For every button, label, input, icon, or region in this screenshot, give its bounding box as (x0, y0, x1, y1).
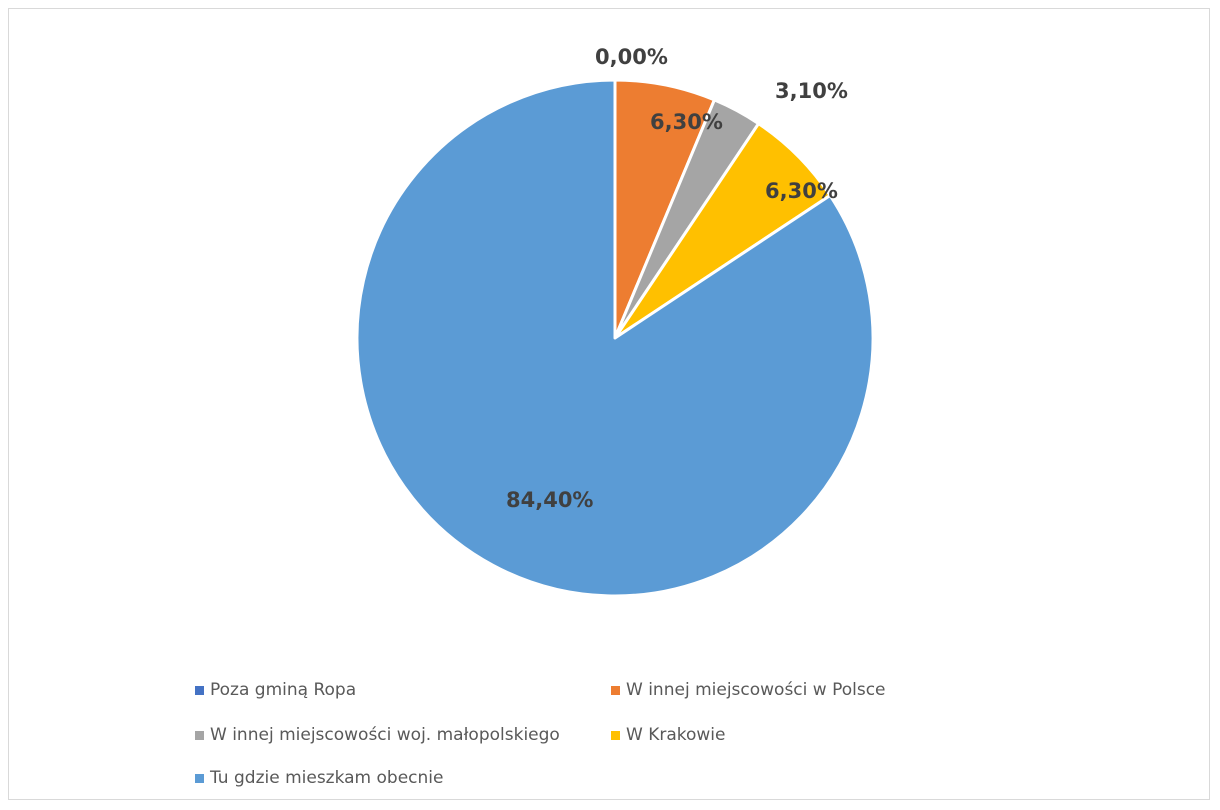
legend-swatch (195, 773, 204, 783)
legend-swatch (611, 685, 620, 695)
slice-data-label-4: 84,40% (506, 488, 593, 512)
pie-data-labels: 0,00% 6,30% 3,10% 6,30% 84,40% (506, 45, 848, 512)
legend-item-poza-gmina-ropa: Poza gminą Ropa (195, 678, 356, 702)
pie-slice-4 (355, 78, 875, 598)
slice-data-label-3: 6,30% (765, 179, 838, 203)
slice-data-label-0: 0,00% (595, 45, 668, 69)
pie-slices (355, 78, 875, 598)
legend-label: W innej miejscowości w Polsce (626, 680, 886, 700)
legend-item-tu-gdzie-mieszkam-obecnie: Tu gdzie mieszkam obecnie (195, 766, 443, 790)
slice-data-label-1: 6,30% (650, 110, 723, 134)
pie-chart: 0,00% 6,30% 3,10% 6,30% 84,40% (355, 45, 875, 598)
legend-item-w-krakowie: W Krakowie (611, 723, 726, 747)
legend-item-w-innej-miejscowosci-woj-malopolskiego: W innej miejscowości woj. małopolskiego (195, 723, 560, 747)
chart-area: 0,00% 6,30% 3,10% 6,30% 84,40% Poza gminą Ro… (8, 8, 1210, 800)
legend-label: W Krakowie (626, 725, 726, 745)
legend-label: W innej miejscowości woj. małopolskiego (210, 725, 560, 745)
legend-swatch (195, 730, 204, 740)
legend-swatch (195, 685, 204, 695)
legend-label: Poza gminą Ropa (210, 680, 357, 700)
legend-item-w-innej-miejscowosci-w-polsce: W innej miejscowości w Polsce (611, 678, 886, 702)
slice-data-label-2: 3,10% (775, 79, 848, 103)
legend-swatch (611, 730, 620, 740)
legend-label: Tu gdzie mieszkam obecnie (210, 768, 444, 788)
